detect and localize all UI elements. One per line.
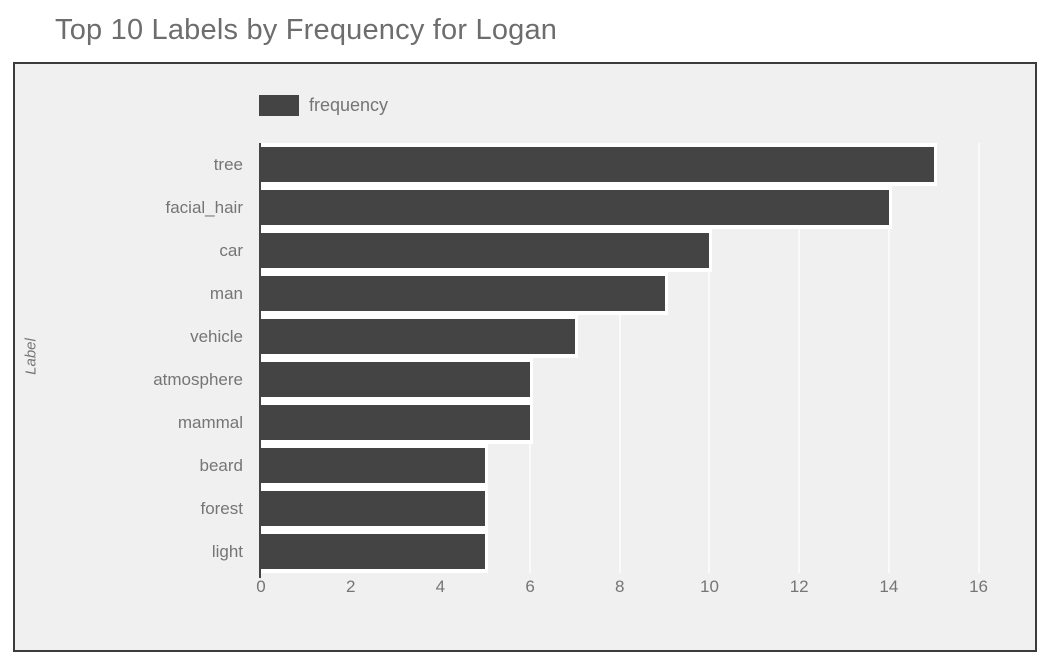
category-label: light (211, 542, 243, 561)
gridline (977, 143, 980, 573)
x-axis-tick-labels: 0 2 4 6 8 10 12 14 16 (256, 577, 1001, 599)
x-tick-label: 2 (345, 577, 356, 596)
category-label: atmosphere (153, 370, 243, 389)
bar-row (261, 530, 990, 573)
category-label: beard (199, 456, 243, 475)
bar-gap-capsule (261, 229, 713, 272)
bar-row (261, 229, 990, 272)
category-label: facial_hair (165, 198, 244, 217)
chart-panel: frequency Label tree facial_hair car man veh… (13, 62, 1037, 652)
category-label: car (219, 241, 243, 260)
frequency-bar (261, 190, 889, 225)
bar-row (261, 186, 990, 229)
plot-area (259, 143, 990, 578)
frequency-bar (261, 319, 575, 354)
legend-label: frequency (309, 95, 389, 115)
frequency-bar (261, 405, 531, 440)
category-label: vehicle (190, 327, 243, 346)
bar-gap-capsule (261, 444, 489, 487)
frequency-bar (261, 276, 665, 311)
x-tick-label: 4 (435, 577, 446, 596)
frequency-bar (261, 147, 934, 182)
x-tick-label: 6 (525, 577, 535, 596)
category-label: mammal (177, 413, 243, 432)
x-tick-label: 8 (615, 577, 625, 596)
category-label: man (209, 284, 243, 303)
x-tick-label: 12 (789, 577, 809, 596)
bar-row (261, 315, 990, 358)
gridline (618, 143, 621, 573)
legend: frequency (259, 95, 388, 116)
category-label: forest (200, 499, 243, 518)
gridline (798, 143, 801, 573)
bar-row (261, 444, 990, 487)
bar-gap-capsule (261, 401, 534, 444)
x-tick-label: 16 (969, 577, 988, 596)
frequency-bar (261, 491, 486, 526)
bar-gap-capsule (261, 186, 892, 229)
bar-gap-capsule (261, 358, 534, 401)
frequency-bar (261, 362, 531, 397)
page-title: Top 10 Labels by Frequency for Logan (55, 14, 558, 46)
x-axis-zero-tick (259, 573, 261, 578)
bar-row (261, 143, 990, 186)
x-tick-label: 14 (879, 577, 899, 596)
bars-layer (261, 143, 990, 573)
frequency-bar (261, 233, 710, 268)
bar-row (261, 487, 990, 530)
frequency-bar (261, 448, 486, 483)
bar-gap-capsule (261, 530, 489, 573)
bar-row (261, 401, 990, 444)
bar-gap-capsule (261, 272, 668, 315)
frequency-bar (261, 534, 486, 569)
bar-gap-capsule (261, 487, 489, 530)
gridline (708, 143, 711, 573)
legend-swatch-icon (259, 95, 299, 116)
gridline (887, 143, 890, 573)
x-tick-label: 10 (699, 577, 719, 596)
bar-row (261, 358, 990, 401)
bar-gap-capsule (261, 315, 578, 358)
category-label: tree (213, 155, 243, 174)
bar-row (261, 272, 990, 315)
x-tick-label: 0 (256, 577, 266, 596)
bar-gap-capsule (261, 143, 937, 186)
